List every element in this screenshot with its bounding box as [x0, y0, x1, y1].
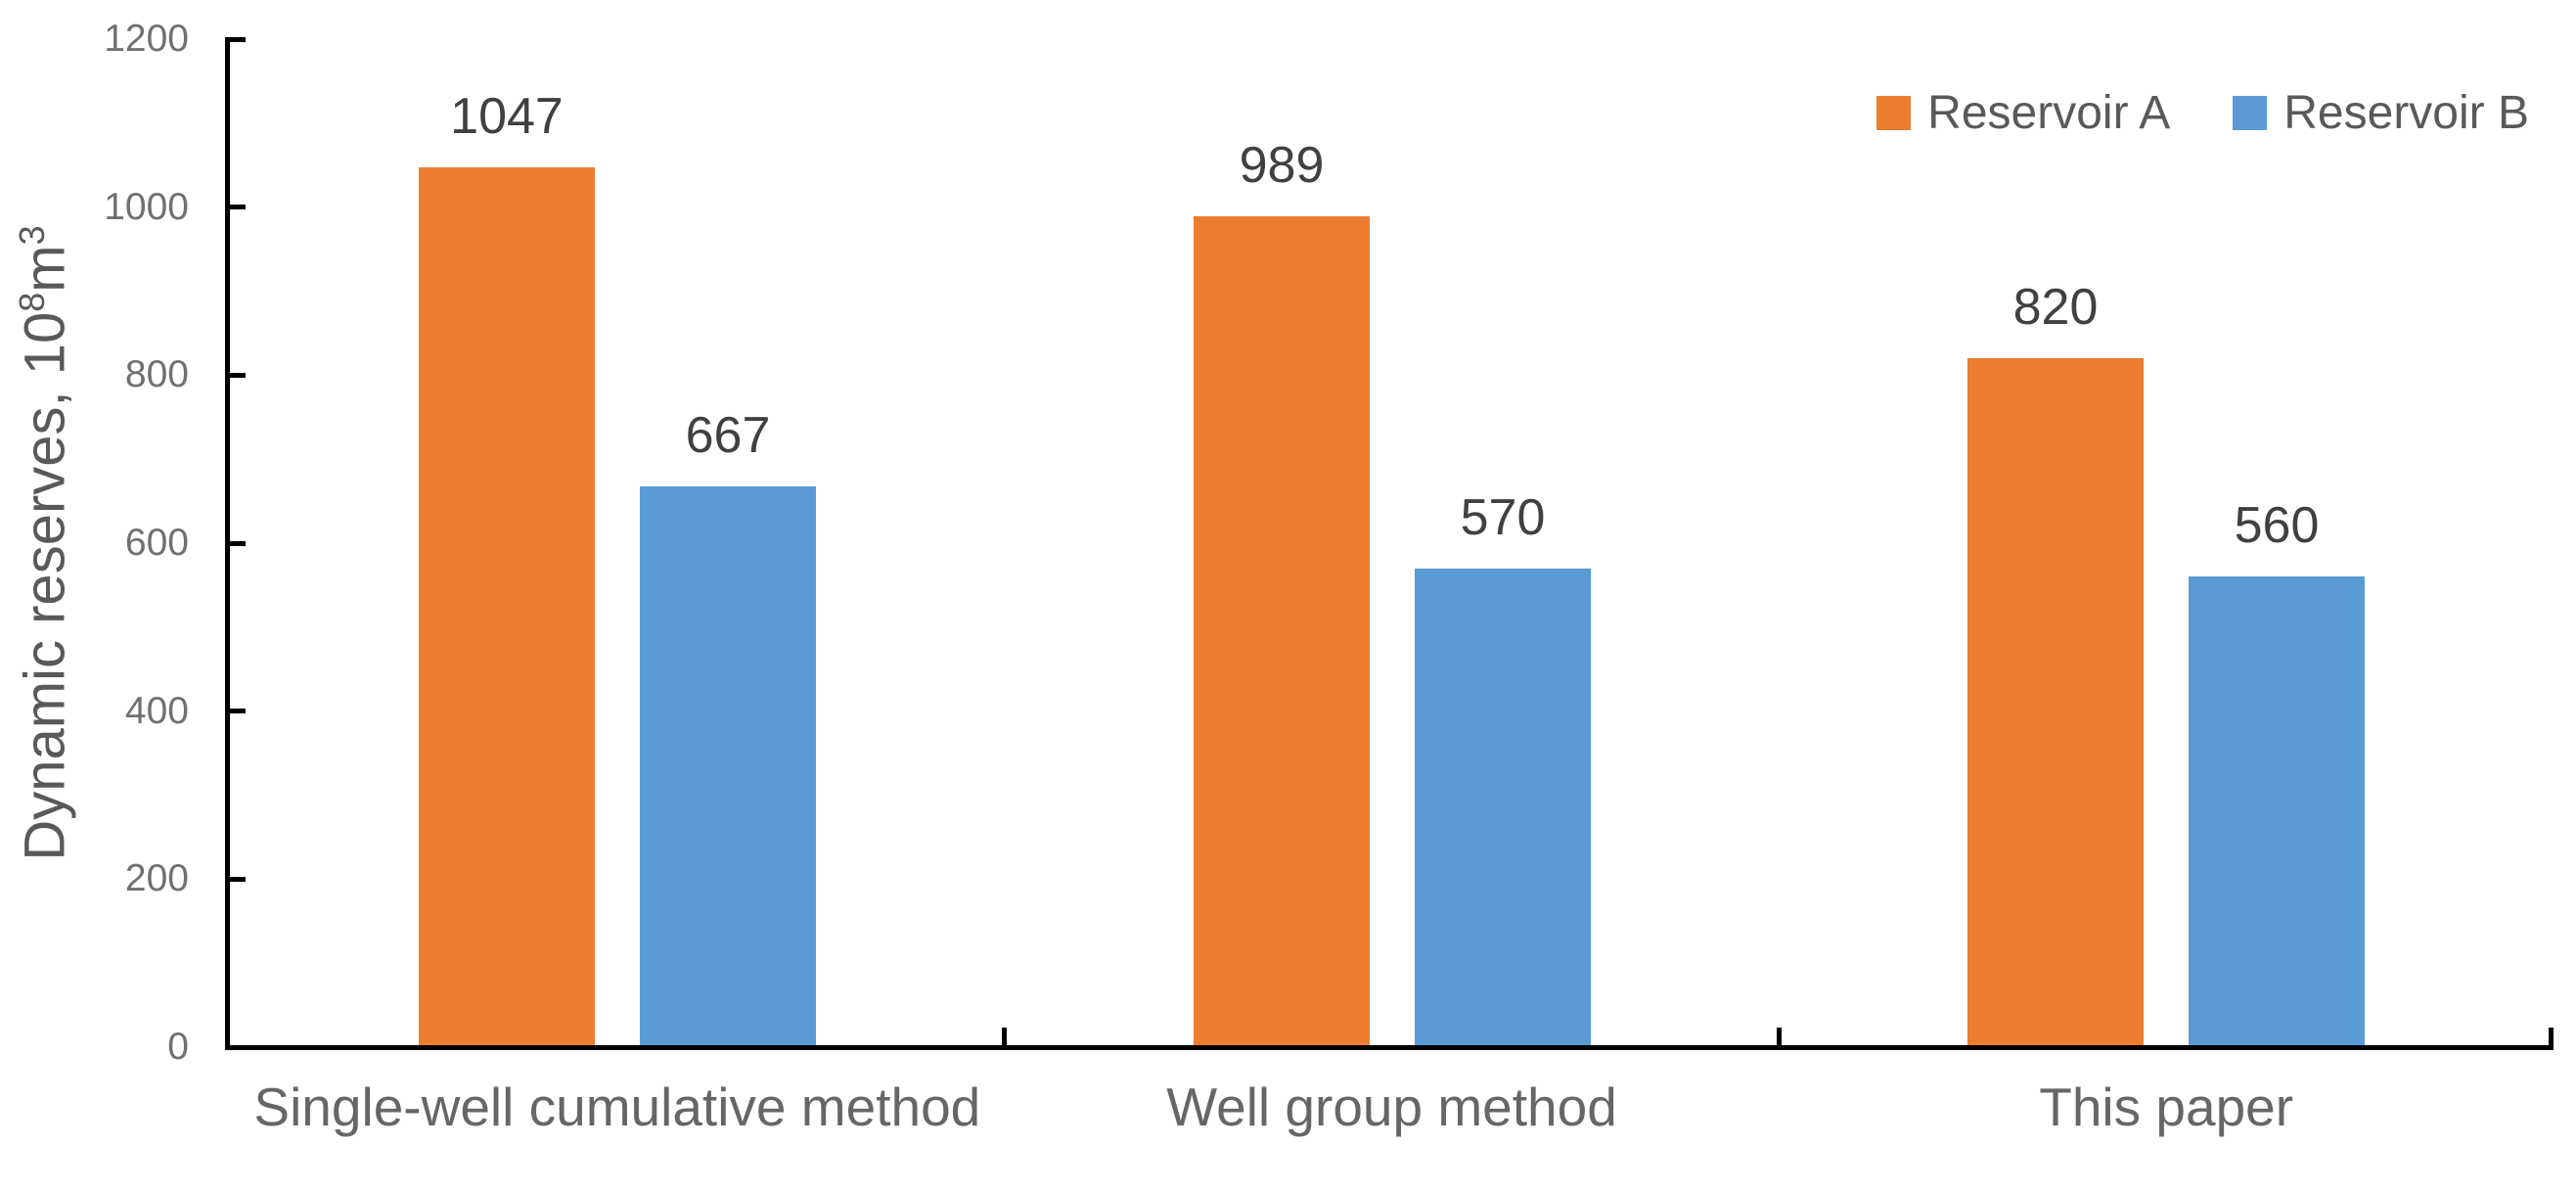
legend-swatch-icon	[2233, 96, 2268, 130]
y-tick-label: 600	[124, 522, 189, 564]
bar-data-label: 570	[1460, 489, 1546, 546]
legend-label: Reservoir B	[2283, 87, 2529, 139]
y-tick-mark	[230, 205, 246, 209]
bar-reservoir-b	[1415, 569, 1591, 1047]
y-tick-label: 400	[124, 689, 189, 732]
bar-data-label: 820	[2012, 279, 2099, 336]
bar-reservoir-b	[640, 486, 816, 1047]
bar-reservoir-a	[1967, 358, 2144, 1047]
bar-reservoir-b	[2189, 576, 2365, 1047]
legend-label: Reservoir A	[1927, 87, 2171, 139]
y-tick-mark	[230, 1045, 246, 1050]
legend-item: Reservoir B	[2233, 86, 2529, 140]
category-label: This paper	[2039, 1076, 2294, 1137]
bar-data-label: 560	[2234, 497, 2320, 554]
category-label: Well group method	[1166, 1076, 1617, 1137]
bar-data-label: 1047	[450, 88, 564, 145]
legend-item: Reservoir A	[1876, 86, 2170, 140]
x-axis-line	[225, 1045, 2553, 1050]
bar-data-label: 989	[1239, 137, 1325, 194]
category-label: Single-well cumulative method	[253, 1076, 981, 1137]
y-tick-mark	[230, 877, 246, 882]
legend: Reservoir A Reservoir B	[1876, 86, 2529, 140]
y-tick-mark	[230, 373, 246, 378]
y-tick-label: 1000	[104, 185, 189, 228]
y-tick-label: 200	[124, 857, 189, 900]
y-tick-mark	[230, 37, 246, 42]
y-tick-label: 800	[124, 353, 189, 396]
bar-data-label: 667	[685, 407, 771, 464]
y-tick-label: 1200	[104, 18, 189, 60]
y-tick-mark	[230, 541, 246, 546]
bar-reservoir-a	[1194, 216, 1370, 1047]
x-tick-mark	[1002, 1028, 1007, 1045]
x-tick-mark	[1777, 1028, 1782, 1045]
y-tick-mark	[230, 709, 246, 713]
y-tick-label: 0	[167, 1026, 189, 1068]
x-tick-mark	[2549, 1028, 2553, 1045]
y-axis-line	[225, 37, 230, 1050]
legend-swatch-icon	[1876, 96, 1912, 130]
bar-reservoir-a	[419, 167, 595, 1047]
